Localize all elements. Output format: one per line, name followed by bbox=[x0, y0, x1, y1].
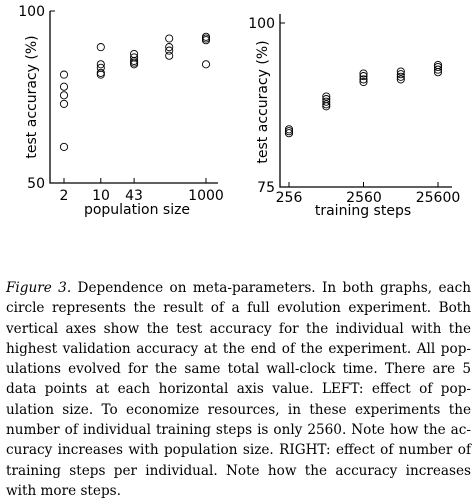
figure-caption: Figure 3. Dependence on meta-parameters.… bbox=[6, 278, 471, 501]
left-data-point bbox=[60, 71, 67, 78]
left-data-point bbox=[97, 44, 104, 51]
left-data-point bbox=[166, 52, 173, 59]
right-chart-training-steps: 100 75 256 2560 25600 training steps tes… bbox=[248, 14, 460, 219]
left-x-axis-label: population size bbox=[84, 202, 190, 218]
left-chart-axes bbox=[50, 11, 218, 183]
left-data-point bbox=[97, 71, 104, 78]
left-data-point bbox=[60, 92, 67, 99]
left-chart-points bbox=[60, 33, 209, 150]
left-data-point bbox=[97, 69, 104, 76]
right-y-axis-label: test accuracy (%) bbox=[255, 40, 271, 163]
left-data-point bbox=[166, 35, 173, 42]
left-y-tick-label-max: 100 bbox=[18, 4, 45, 20]
figure-charts: 100 50 2 10 43 1000 population size test… bbox=[0, 0, 475, 270]
left-chart-population-size: 100 50 2 10 43 1000 population size test… bbox=[18, 4, 224, 218]
right-chart-axes bbox=[280, 14, 452, 187]
left-y-tick-label-min: 50 bbox=[27, 176, 45, 192]
right-chart-ticks bbox=[280, 23, 438, 187]
left-data-point bbox=[202, 61, 209, 68]
left-x-tick-label-2: 2 bbox=[60, 188, 69, 204]
left-y-axis-label: test accuracy (%) bbox=[24, 35, 40, 158]
right-y-tick-label-min: 75 bbox=[257, 180, 275, 196]
figure-label: Figure 3. bbox=[6, 280, 71, 296]
left-data-point bbox=[60, 143, 67, 150]
left-data-point bbox=[131, 59, 138, 66]
left-chart-ticks bbox=[50, 11, 206, 183]
right-x-tick-label-256: 256 bbox=[276, 190, 303, 206]
right-x-axis-label: training steps bbox=[315, 203, 411, 219]
right-chart-points bbox=[285, 61, 441, 136]
left-x-tick-label-1000: 1000 bbox=[188, 188, 224, 204]
right-y-tick-label-max: 100 bbox=[248, 16, 275, 32]
left-data-point bbox=[60, 83, 67, 90]
left-data-point bbox=[60, 100, 67, 107]
left-data-point bbox=[202, 35, 209, 42]
right-x-tick-label-25600: 25600 bbox=[416, 190, 461, 206]
caption-text: Dependence on meta-parameters. In both g… bbox=[6, 280, 471, 499]
